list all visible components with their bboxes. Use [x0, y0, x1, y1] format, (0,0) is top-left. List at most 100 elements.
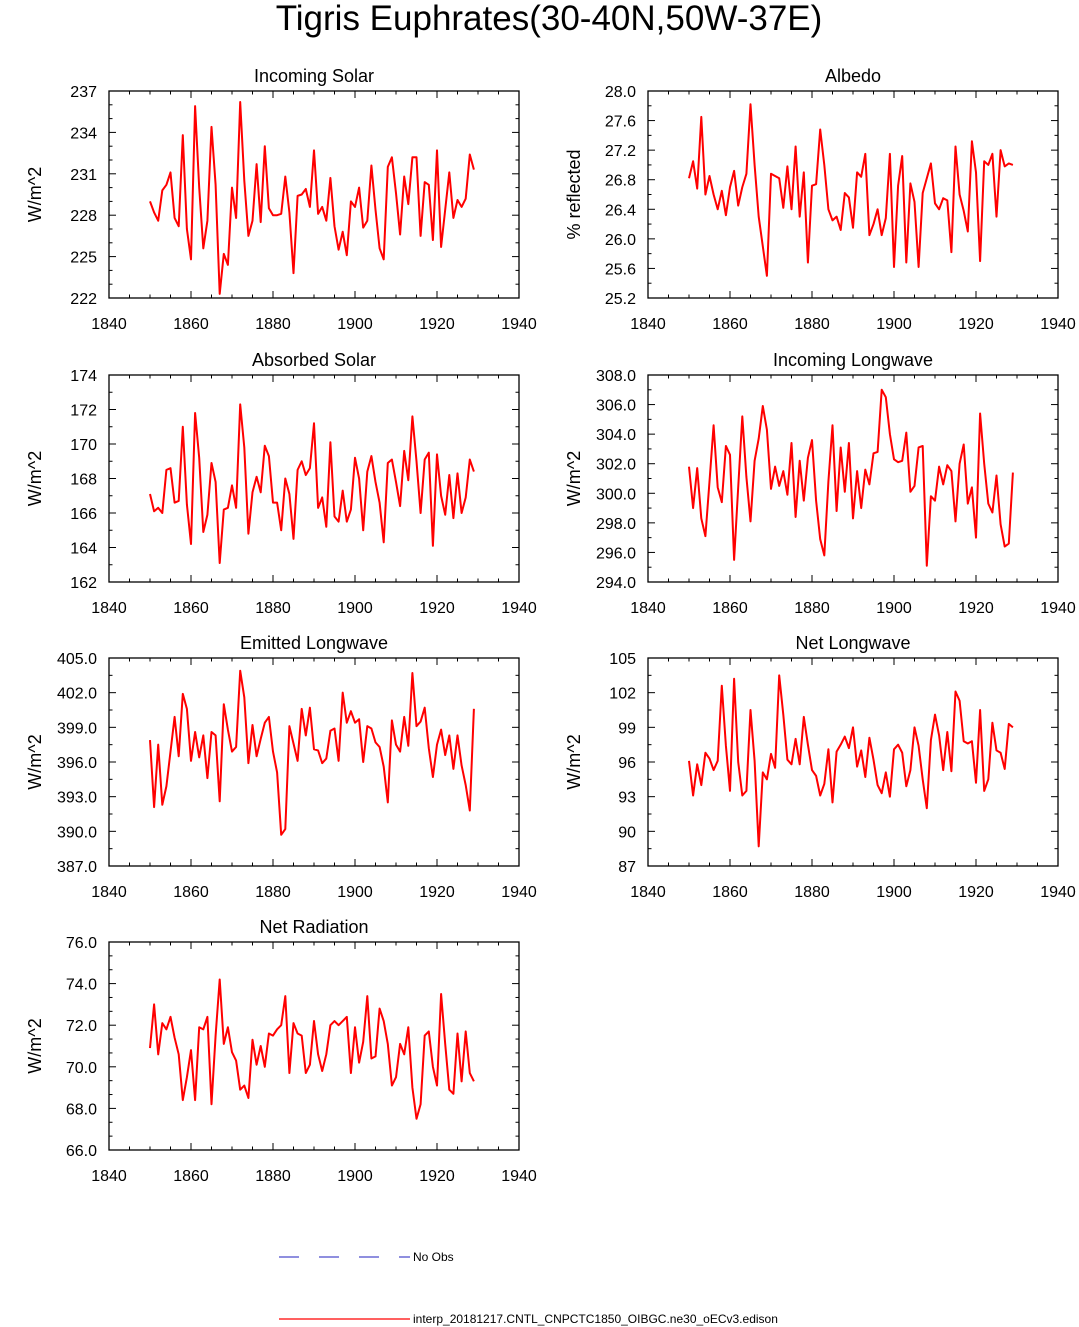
y-tick-label: 402.0	[57, 686, 97, 703]
figure-title: Tigris Euphrates(30-40N,50W-37E)	[276, 0, 823, 38]
x-tick-label: 1900	[337, 884, 373, 901]
chart-title: Albedo	[825, 66, 881, 86]
series-line-net-radiation	[149, 978, 475, 1120]
y-tick-label: 405.0	[57, 651, 97, 668]
y-tick-label: 306.0	[596, 398, 636, 415]
plot-frame	[108, 657, 520, 867]
x-tick-label: 1900	[337, 316, 373, 333]
y-tick-label: 300.0	[596, 486, 636, 503]
y-axis-label: W/m^2	[25, 734, 45, 789]
y-tick-label: 390.0	[57, 824, 97, 841]
y-tick-label: 93	[618, 790, 636, 807]
legend-model-label: interp_20181217.CNTL_CNPCTC1850_OIBGC.ne…	[413, 1312, 778, 1326]
x-tick-label: 1860	[173, 884, 209, 901]
y-tick-label: 393.0	[57, 790, 97, 807]
chart-net-radiation: Net Radiation W/m^2 1840 1860 1880 1900 1920 19…	[25, 917, 537, 1185]
y-tick-label: 66.0	[66, 1143, 97, 1160]
x-tick-label: 1860	[173, 1168, 209, 1185]
series-line-incoming-solar	[149, 101, 475, 295]
x-tick-label: 1840	[630, 884, 666, 901]
x-tick-label: 1880	[255, 316, 291, 333]
y-axis-label: W/m^2	[564, 451, 584, 506]
y-tick-label: 168	[70, 472, 97, 489]
y-axis-label: W/m^2	[25, 167, 45, 222]
x-tick-label: 1940	[501, 884, 537, 901]
x-tick-label: 1880	[794, 316, 830, 333]
y-tick-label: 166	[70, 506, 97, 523]
x-tick-label: 1880	[255, 1168, 291, 1185]
chart-albedo: Albedo % reflected 1840 1860 1880 1900 1920 194…	[564, 66, 1076, 333]
x-tick-label: 1940	[1040, 600, 1076, 617]
y-tick-label: 294.0	[596, 575, 636, 592]
x-tick-label: 1940	[501, 1168, 537, 1185]
x-tick-label: 1920	[958, 600, 994, 617]
x-tick-label: 1840	[630, 600, 666, 617]
y-tick-label: 90	[618, 824, 636, 841]
x-tick-label: 1920	[419, 316, 455, 333]
y-tick-label: 26.4	[605, 202, 636, 219]
chart-absorbed-solar: Absorbed Solar W/m^2 1840 1860 1880 1900 1920 1…	[25, 350, 537, 617]
chart-title: Net Radiation	[259, 917, 368, 937]
x-tick-label: 1920	[419, 1168, 455, 1185]
series-line-emitted-longwave	[149, 669, 475, 836]
y-tick-label: 174	[70, 368, 97, 385]
y-tick-label: 387.0	[57, 859, 97, 876]
legend: No Obs interp_20181217.CNTL_CNPCTC1850_O…	[279, 1250, 778, 1326]
y-tick-label: 296.0	[596, 545, 636, 562]
plot-frame	[647, 657, 1059, 867]
chart-title: Incoming Longwave	[773, 350, 933, 370]
x-tick-label: 1860	[173, 600, 209, 617]
x-tick-label: 1940	[1040, 884, 1076, 901]
y-tick-label: 26.8	[605, 173, 636, 190]
series-line-incoming-longwave	[688, 388, 1014, 567]
x-tick-label: 1860	[712, 884, 748, 901]
y-axis-label: W/m^2	[25, 1018, 45, 1073]
x-tick-label: 1860	[712, 600, 748, 617]
x-tick-label: 1900	[876, 600, 912, 617]
y-tick-label: 87	[618, 859, 636, 876]
chart-title: Incoming Solar	[254, 66, 374, 86]
y-tick-label: 396.0	[57, 755, 97, 772]
y-tick-label: 72.0	[66, 1018, 97, 1035]
y-tick-label: 225	[70, 250, 97, 267]
y-tick-label: 70.0	[66, 1060, 97, 1077]
panels-group: Incoming Solar W/m^2 1840 1860 1880 1900 1920 1…	[25, 66, 1076, 1185]
x-tick-label: 1940	[1040, 316, 1076, 333]
y-tick-label: 26.0	[605, 232, 636, 249]
series-line-net-longwave	[688, 674, 1014, 848]
y-tick-label: 302.0	[596, 457, 636, 474]
x-tick-label: 1900	[337, 600, 373, 617]
y-tick-label: 170	[70, 437, 97, 454]
x-tick-label: 1880	[255, 600, 291, 617]
y-tick-label: 99	[618, 720, 636, 737]
chart-incoming-solar: Incoming Solar W/m^2 1840 1860 1880 1900 1920 1…	[25, 66, 537, 333]
chart-title: Absorbed Solar	[252, 350, 376, 370]
y-tick-label: 222	[70, 291, 97, 308]
x-tick-label: 1880	[255, 884, 291, 901]
series-line-absorbed-solar	[149, 403, 475, 565]
chart-title: Emitted Longwave	[240, 633, 388, 653]
x-tick-label: 1920	[419, 884, 455, 901]
y-tick-label: 74.0	[66, 977, 97, 994]
x-tick-label: 1940	[501, 600, 537, 617]
y-tick-label: 96	[618, 755, 636, 772]
y-tick-label: 102	[609, 686, 636, 703]
chart-net-longwave: Net Longwave W/m^2 1840 1860 1880 1900 1920 194…	[564, 633, 1076, 901]
x-tick-label: 1920	[419, 600, 455, 617]
plot-frame	[647, 90, 1059, 299]
y-tick-label: 228	[70, 208, 97, 225]
y-tick-label: 27.2	[605, 143, 636, 160]
x-tick-label: 1840	[91, 600, 127, 617]
chart-incoming-longwave: Incoming Longwave W/m^2 1840 1860 1880 1900 19…	[564, 350, 1076, 617]
x-tick-label: 1840	[91, 1168, 127, 1185]
x-tick-label: 1840	[630, 316, 666, 333]
x-tick-label: 1840	[91, 884, 127, 901]
y-tick-label: 25.6	[605, 261, 636, 278]
x-tick-label: 1880	[794, 884, 830, 901]
y-axis-label: W/m^2	[25, 451, 45, 506]
x-tick-label: 1880	[794, 600, 830, 617]
y-tick-label: 164	[70, 541, 97, 558]
y-tick-label: 28.0	[605, 84, 636, 101]
y-tick-label: 308.0	[596, 368, 636, 385]
y-tick-label: 76.0	[66, 935, 97, 952]
